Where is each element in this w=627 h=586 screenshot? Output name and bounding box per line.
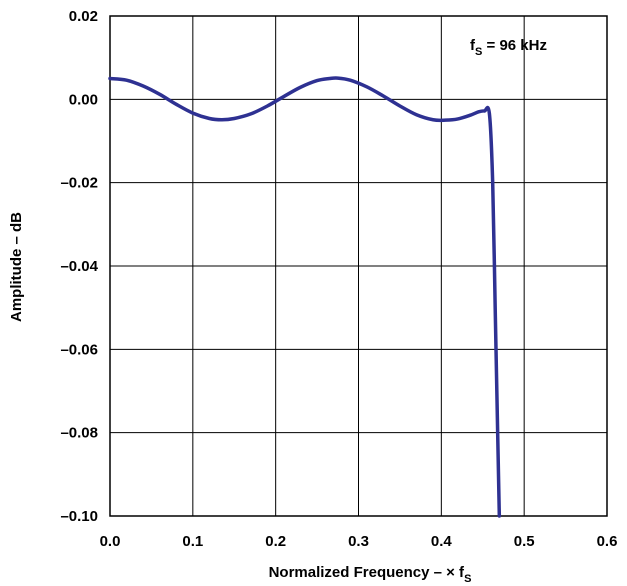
y-tick-labels: 0.02 0.00 –0.02 –0.04 –0.06 –0.08 –0.10	[60, 8, 98, 525]
x-tick-label: 0.3	[348, 533, 369, 550]
annotation-f: f	[470, 37, 476, 54]
y-tick-label: –0.02	[60, 175, 98, 192]
x-tick-label: 0.1	[182, 533, 203, 550]
grid-lines	[109, 15, 608, 517]
x-tick-labels: 0.0 0.1 0.2 0.3 0.4 0.5 0.6	[100, 533, 618, 550]
y-tick-label: 0.00	[69, 91, 98, 108]
y-tick-label: 0.02	[69, 8, 98, 25]
x-axis-label-subscript: S	[464, 573, 471, 585]
y-tick-label: –0.10	[60, 508, 98, 525]
x-tick-label: 0.2	[265, 533, 286, 550]
series-line	[108, 76, 502, 518]
x-tick-label: 0.0	[100, 533, 121, 550]
y-tick-label: –0.06	[60, 341, 98, 358]
plot-frame	[109, 15, 608, 517]
x-axis-label: Normalized Frequency – × fS	[269, 564, 472, 585]
annotation-subscript: S	[475, 46, 482, 58]
annotation-value: = 96 kHz	[482, 37, 547, 54]
x-tick-label: 0.5	[514, 533, 535, 550]
x-axis-label-main: Normalized Frequency – × f	[269, 564, 465, 581]
sampling-rate-annotation: fS = 96 kHz	[470, 37, 547, 58]
y-tick-label: –0.04	[60, 258, 98, 275]
x-tick-label: 0.4	[431, 533, 453, 550]
x-tick-label: 0.6	[597, 533, 618, 550]
y-tick-label: –0.08	[60, 425, 98, 442]
y-axis-label: Amplitude – dB	[8, 212, 25, 322]
